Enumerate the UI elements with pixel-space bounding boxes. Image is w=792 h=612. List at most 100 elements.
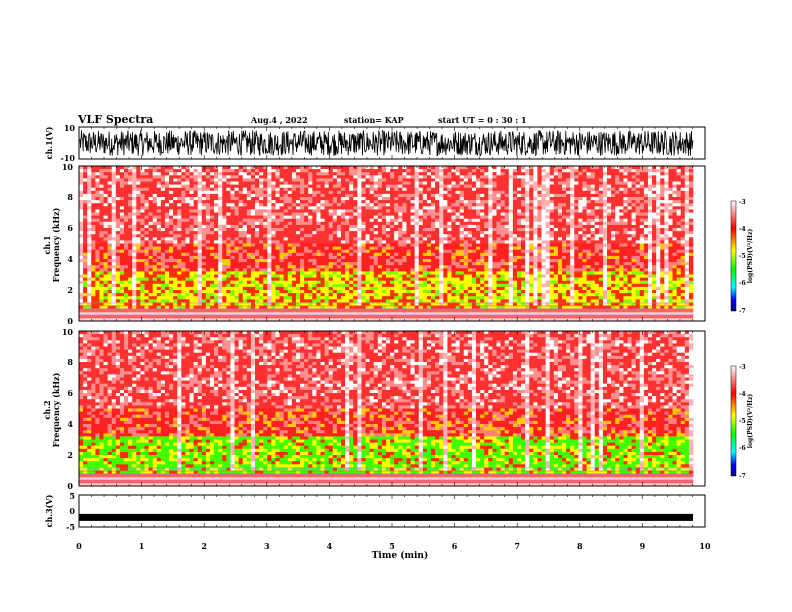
- spectrogram-cell: [214, 187, 219, 192]
- spectrogram-cell: [193, 240, 198, 244]
- spectrogram-cell: [390, 203, 395, 207]
- spectrogram-cell: [103, 184, 108, 188]
- spectrogram-cell: [111, 268, 117, 272]
- spectrogram-cell: [447, 262, 452, 266]
- spectrogram-cell: [332, 290, 338, 294]
- spectrogram-cell: [177, 215, 182, 219]
- spectrogram-cell: [406, 252, 411, 257]
- spectrogram-cell: [255, 305, 260, 309]
- spectrogram-cell: [173, 271, 178, 275]
- spectrogram-cell: [459, 212, 465, 216]
- spectrogram-cell: [332, 262, 338, 266]
- spectrogram-cell: [185, 193, 190, 198]
- spectrogram-cell: [259, 299, 264, 303]
- spectrogram-cell: [255, 290, 260, 294]
- spectrogram-cell: [209, 308, 215, 312]
- spectrogram-cell: [214, 246, 219, 250]
- spectrogram-cell: [471, 172, 477, 176]
- spectrogram-cell: [349, 187, 354, 192]
- spectrogram-cell: [185, 169, 190, 173]
- spectrogram-cell: [156, 255, 162, 260]
- spectrogram-cell: [291, 299, 297, 303]
- spectrogram-cell: [455, 280, 460, 285]
- spectrogram-cell: [148, 234, 153, 238]
- spectrogram-cell: [209, 206, 215, 210]
- spectrogram-cell: [287, 277, 293, 281]
- spectrogram-cell: [140, 237, 145, 241]
- spectrogram-cell: [271, 187, 276, 192]
- spectrogram-cell: [242, 237, 248, 241]
- spectrogram-cell: [148, 290, 153, 294]
- spectrogram-cell: [394, 296, 399, 300]
- spectrogram-cell: [349, 221, 354, 226]
- spectrogram-cell: [128, 187, 133, 192]
- spectrogram-cell: [177, 178, 182, 182]
- spectrogram-cell: [340, 277, 346, 281]
- spectrogram-cell: [402, 197, 407, 201]
- spectrogram-cell: [357, 314, 362, 319]
- spectrogram-cell: [373, 231, 379, 235]
- spectrogram-cell: [209, 302, 215, 306]
- spectrogram-cell: [173, 203, 178, 207]
- spectrogram-cell: [414, 286, 420, 291]
- spectrogram-cell: [152, 262, 158, 266]
- spectrogram-cell: [136, 305, 141, 309]
- spectrogram-cell: [197, 218, 203, 223]
- spectrogram-cell: [390, 302, 395, 306]
- spectrogram-cell: [181, 305, 186, 309]
- spectrogram-cell: [349, 234, 354, 238]
- spectrogram-cell: [467, 215, 473, 219]
- spectrogram-cell: [345, 203, 350, 207]
- spectrogram-cell: [476, 302, 481, 306]
- spectrogram-cell: [410, 314, 415, 319]
- spectrogram-cell: [193, 206, 198, 210]
- spectrogram-cell: [234, 224, 239, 229]
- spectrogram-cell: [103, 249, 108, 254]
- spectrogram-cell: [336, 166, 342, 170]
- spectrogram-cell: [373, 290, 379, 294]
- spectrogram-cell: [160, 209, 166, 213]
- spectrogram-cell: [144, 280, 149, 285]
- spectrogram-cell: [205, 302, 211, 306]
- spectrogram-cell: [275, 249, 280, 254]
- spectrogram-cell: [345, 200, 350, 204]
- spectrogram-cell: [365, 215, 370, 219]
- spectrogram-cell: [402, 206, 407, 210]
- spectrogram-cell: [177, 221, 182, 226]
- spectrogram-cell: [455, 314, 460, 319]
- spectrogram-cell: [308, 268, 313, 272]
- spectrogram-cell: [222, 209, 227, 213]
- spectrogram-cell: [222, 311, 227, 316]
- spectrogram-cell: [115, 302, 121, 306]
- spectrogram-cell: [267, 212, 272, 216]
- spectrogram-cell: [435, 243, 440, 247]
- spectrogram-cell: [287, 175, 293, 179]
- spectrogram-cell: [91, 259, 96, 263]
- spectrogram-cell: [279, 280, 284, 285]
- spectrogram-cell: [283, 280, 289, 285]
- spectrogram-cell: [463, 197, 469, 201]
- spectrogram-cell: [422, 317, 428, 322]
- spectrogram-cell: [156, 246, 162, 250]
- spectrogram-cell: [402, 221, 407, 226]
- spectrogram-cell: [439, 197, 444, 201]
- spectrogram-cell: [316, 175, 321, 179]
- spectrogram-cell: [291, 184, 297, 188]
- spectrogram-cell: [324, 246, 329, 250]
- spectrogram-cell: [124, 234, 129, 238]
- spectrogram-cell: [230, 175, 235, 179]
- spectrogram-cell: [336, 224, 342, 229]
- spectrogram-cell: [230, 314, 235, 319]
- spectrogram-cell: [316, 200, 321, 204]
- spectrogram-cell: [209, 181, 215, 185]
- spectrogram-cell: [476, 212, 481, 216]
- spectrogram-cell: [91, 172, 96, 176]
- spectrogram-cell: [398, 215, 403, 219]
- spectrogram-cell: [209, 228, 215, 232]
- spectrogram-cell: [95, 317, 100, 322]
- spectrogram-cell: [140, 231, 145, 235]
- spectrogram-cell: [345, 184, 350, 188]
- spectrogram-cell: [197, 296, 203, 300]
- spectrogram-cell: [218, 299, 223, 303]
- spectrogram-cell: [230, 308, 235, 312]
